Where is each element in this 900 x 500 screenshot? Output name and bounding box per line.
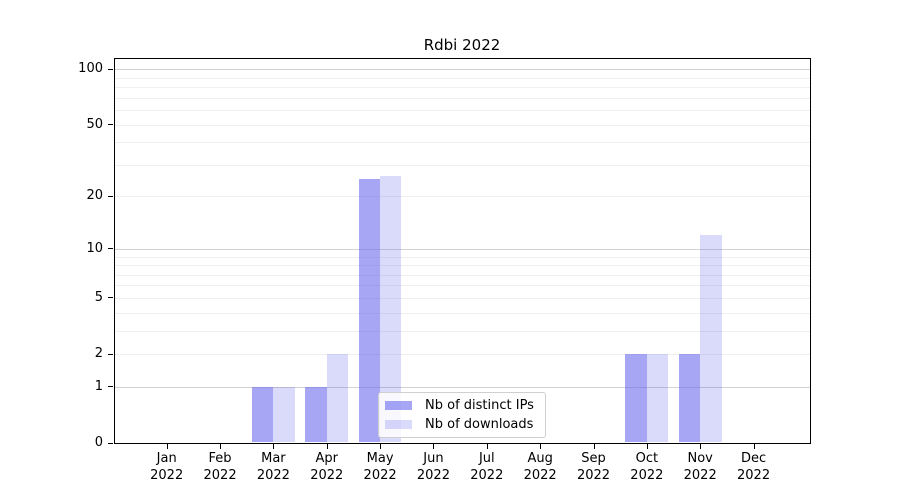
x-tick-label-jul: Jul 2022 <box>470 451 504 483</box>
chart-title: Rdbi 2022 <box>423 36 501 54</box>
x-tick-aug <box>540 444 542 449</box>
legend-label-distinct-ips: Nb of distinct IPs <box>425 398 534 413</box>
x-tick-mar <box>273 444 275 449</box>
gridline-9 <box>115 256 810 258</box>
gridline-8 <box>115 265 810 267</box>
bar-distinct-ips-oct <box>625 354 647 442</box>
gridline-6 <box>115 285 810 287</box>
bar-distinct-ips-mar <box>252 386 274 442</box>
bar-downloads-apr <box>326 354 349 442</box>
gridline-2 <box>115 354 810 356</box>
legend: Nb of distinct IPs Nb of downloads <box>378 392 546 438</box>
gridline-80 <box>115 87 810 89</box>
x-tick-may <box>380 444 382 449</box>
y-tick-20 <box>108 195 113 197</box>
x-tick-sep <box>593 444 595 449</box>
y-tick-0 <box>108 442 113 444</box>
bar-distinct-ips-nov <box>678 354 701 442</box>
bar-distinct-ips-apr <box>305 386 327 442</box>
x-tick-label-jun: Jun 2022 <box>416 451 450 483</box>
gridline-5 <box>115 297 810 299</box>
bar-downloads-nov <box>700 235 722 442</box>
legend-item-downloads: Nb of downloads <box>385 417 537 432</box>
y-tick-label-2: 2 <box>94 346 103 362</box>
x-tick-apr <box>326 444 328 449</box>
legend-swatch-distinct-ips-icon <box>385 401 412 410</box>
gridline-50 <box>115 124 810 126</box>
x-tick-label-dec: Dec 2022 <box>737 451 771 483</box>
y-tick-label-5: 5 <box>94 289 103 305</box>
y-tick-label-50: 50 <box>86 116 103 132</box>
x-tick-nov <box>700 444 702 449</box>
bar-distinct-ips-may <box>358 179 381 442</box>
x-tick-jun <box>433 444 435 449</box>
bar-downloads-mar <box>273 386 295 442</box>
x-tick-label-nov: Nov 2022 <box>683 451 717 483</box>
x-tick-label-may: May 2022 <box>363 451 397 483</box>
gridline-3 <box>115 330 810 332</box>
legend-label-downloads: Nb of downloads <box>425 417 534 432</box>
x-tick-label-jan: Jan 2022 <box>150 451 184 483</box>
bar-downloads-oct <box>646 354 669 442</box>
x-tick-feb <box>220 444 222 449</box>
bar-downloads-may <box>380 176 402 442</box>
x-tick-label-apr: Apr 2022 <box>310 451 344 483</box>
gridline-1 <box>115 386 810 388</box>
y-tick-label-10: 10 <box>86 240 103 256</box>
y-tick-5 <box>108 297 113 299</box>
x-tick-label-mar: Mar 2022 <box>256 451 290 483</box>
legend-swatch-downloads-icon <box>385 420 412 429</box>
x-tick-label-sep: Sep 2022 <box>576 451 611 483</box>
y-tick-1 <box>108 386 113 388</box>
x-tick-label-oct: Oct 2022 <box>630 451 664 483</box>
x-tick-label-aug: Aug 2022 <box>523 451 557 483</box>
gridline-10 <box>115 248 810 250</box>
y-tick-100 <box>108 68 113 70</box>
gridline-4 <box>115 312 810 314</box>
gridline-100 <box>115 69 810 71</box>
x-tick-oct <box>646 444 648 449</box>
y-tick-label-1: 1 <box>94 378 103 394</box>
gridline-20 <box>115 196 810 198</box>
y-tick-2 <box>108 353 113 355</box>
y-tick-10 <box>108 248 113 250</box>
legend-item-distinct-ips: Nb of distinct IPs <box>385 398 537 413</box>
gridline-70 <box>115 97 810 99</box>
gridline-7 <box>115 274 810 276</box>
y-tick-label-20: 20 <box>86 188 103 204</box>
y-tick-label-0: 0 <box>94 435 103 450</box>
gridline-90 <box>115 77 810 79</box>
gridline-60 <box>115 110 810 112</box>
gridline-30 <box>115 164 810 166</box>
x-tick-dec <box>753 444 755 449</box>
x-tick-label-feb: Feb 2022 <box>203 451 237 483</box>
plot-area <box>114 58 811 444</box>
y-tick-label-100: 100 <box>78 61 103 77</box>
y-tick-50 <box>108 124 113 126</box>
x-tick-jul <box>486 444 488 449</box>
x-tick-jan <box>166 444 168 449</box>
gridline-40 <box>115 142 810 144</box>
